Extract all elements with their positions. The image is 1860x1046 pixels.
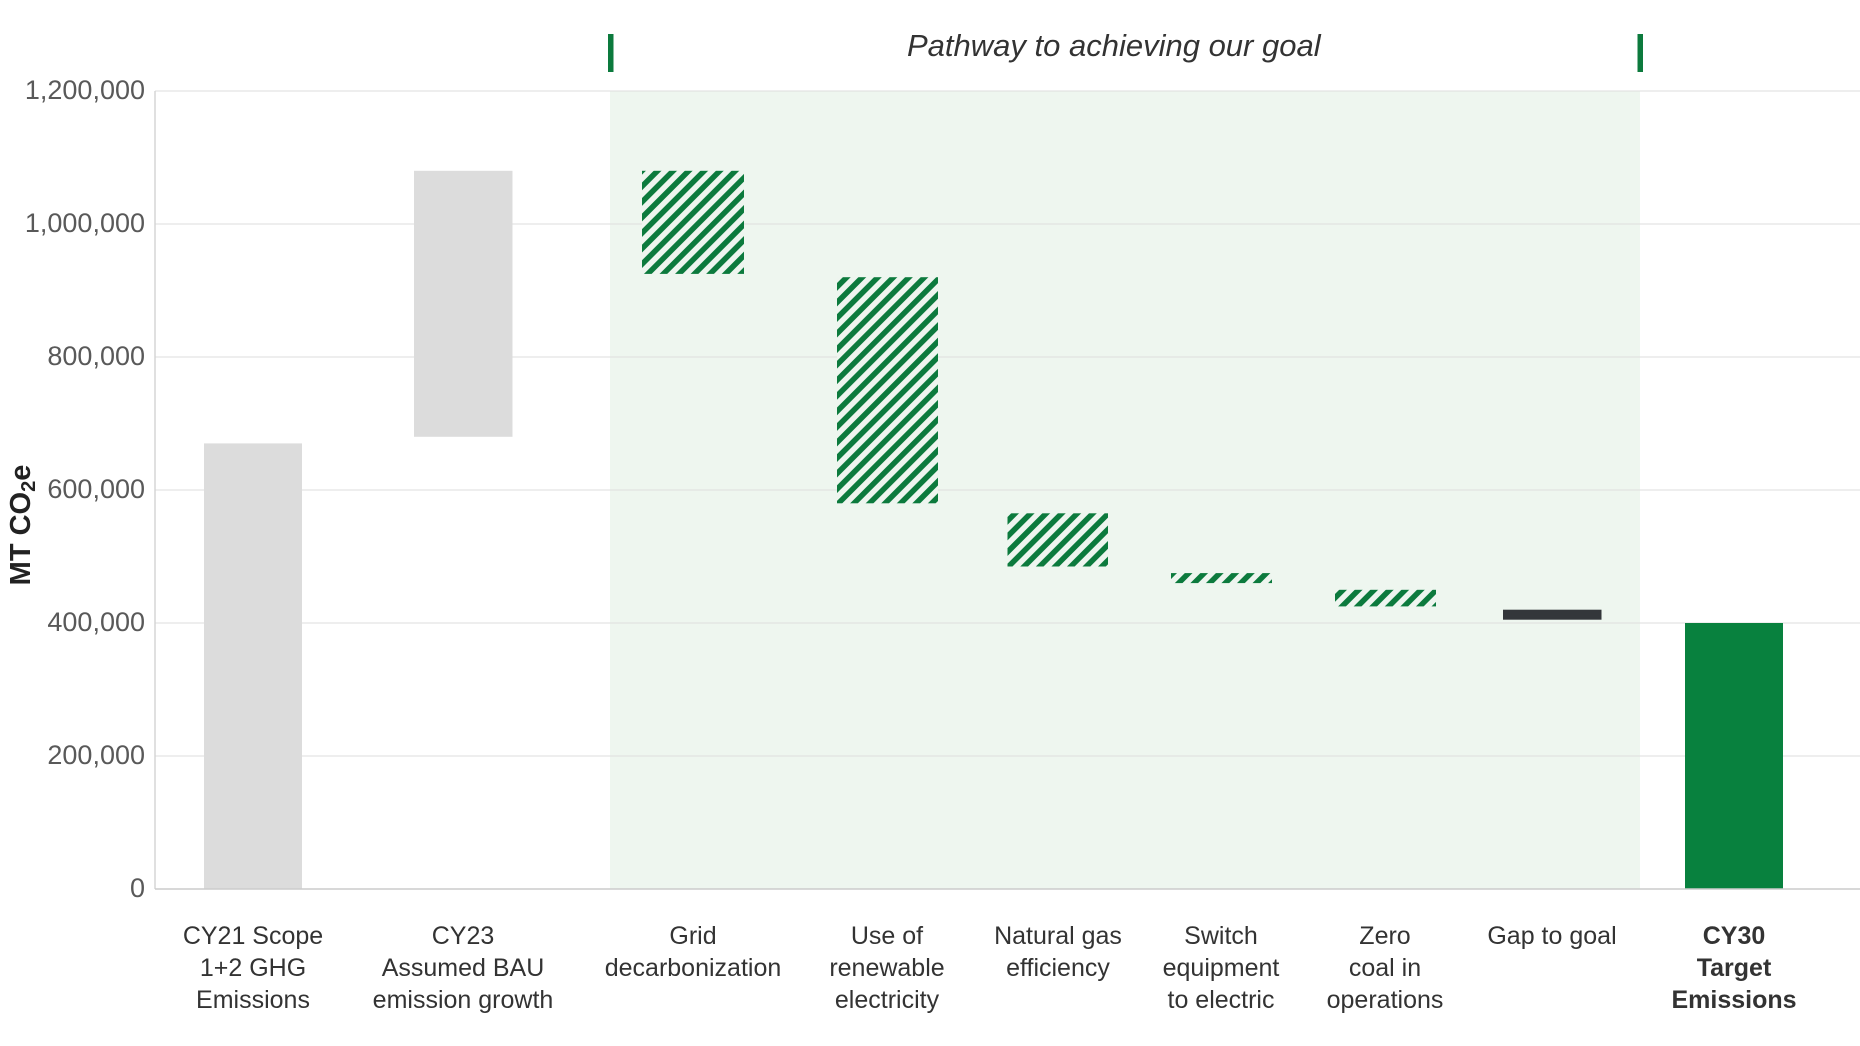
svg-text:800,000: 800,000 (47, 341, 145, 371)
svg-text:200,000: 200,000 (47, 740, 145, 770)
svg-text:1,200,000: 1,200,000 (25, 75, 145, 105)
svg-text:1,000,000: 1,000,000 (25, 208, 145, 238)
svg-text:0: 0 (130, 873, 145, 903)
svg-text:MT CO2e: MT CO2e (5, 465, 40, 586)
svg-text:400,000: 400,000 (47, 607, 145, 637)
svg-text:600,000: 600,000 (47, 474, 145, 504)
